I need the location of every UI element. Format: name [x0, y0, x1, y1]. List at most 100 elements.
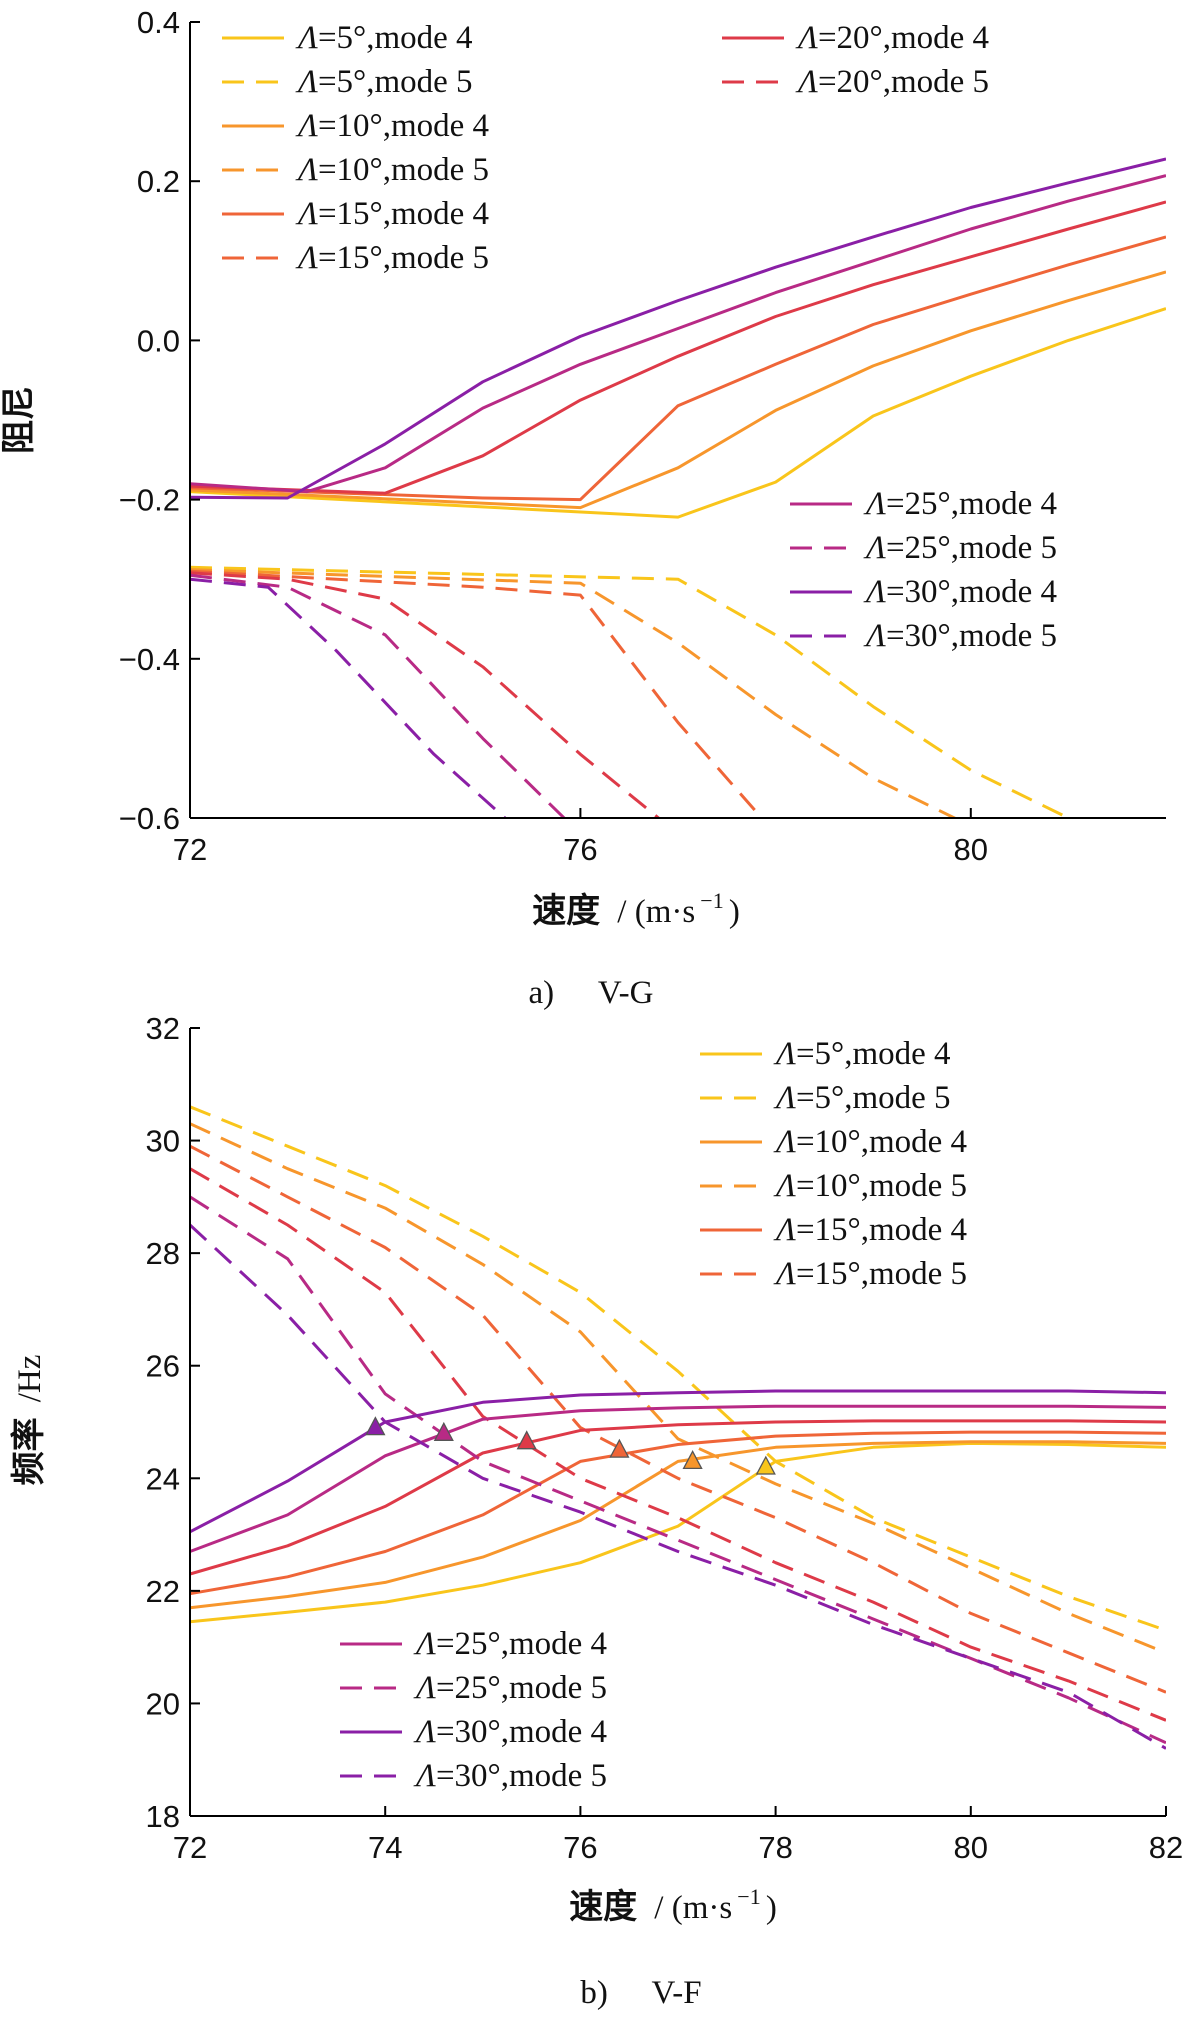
chart-b-ticks: 72 74 76 78 80 82 32 30 28 26 24 22 20 18: [146, 1011, 1184, 1865]
chart-b-legend-label: Λ=10°,mode 5: [773, 1168, 967, 1204]
chart-b-markers: [365, 1416, 776, 1475]
chart-b-series-25-mode4: [189, 1404, 1166, 1553]
chart-b-series-5-mode5: [189, 1105, 1166, 1632]
chart-a-legend-label: Λ=15°,mode 4: [295, 196, 489, 232]
chart-b-y-label: 频率 /Hz: [9, 1355, 49, 1486]
chart-a-series-20-mode5: [189, 571, 661, 818]
chart-b-flutter-marker-25: [433, 1421, 454, 1441]
chart-b-ytick-label: 24: [146, 1461, 180, 1496]
chart-a-series-10-mode5: [189, 568, 958, 818]
chart-b-legend-label: Λ=30°,mode 4: [413, 1714, 607, 1750]
chart-a-series-20-mode4: [189, 200, 1166, 495]
chart-b-legend-label: Λ=5°,mode 5: [773, 1080, 951, 1116]
chart-b-x-label: 速度 / (m·s −1 ): [569, 1884, 777, 1927]
chart-a-series-30-mode5: [189, 577, 508, 818]
chart-b-xtick-label: 78: [758, 1830, 792, 1865]
chart-a-ytick-label: 0.0: [137, 323, 180, 358]
chart-b-legend-bottom-left: Λ=25°,mode 4 Λ=25°,mode 5 Λ=30°,mode 4 Λ=30…: [340, 1626, 607, 1794]
chart-a-ytick-label: −0.2: [119, 483, 180, 518]
chart-a-legend-top-center: Λ=20°,mode 4 Λ=20°,mode 5: [722, 20, 989, 100]
chart-a-legend-label: Λ=30°,mode 4: [863, 574, 1057, 610]
chart-b-series-25-mode5: [189, 1195, 1166, 1745]
chart-a-legends: Λ=5°,mode 4 Λ=5°,mode 5 Λ=10°,mode 4 Λ=10°,…: [222, 20, 1057, 654]
chart-b-x-label-sup: −1: [737, 1884, 760, 1909]
chart-b-xtick-label: 80: [954, 1830, 988, 1865]
chart-a-legend-label: Λ=10°,mode 4: [295, 108, 489, 144]
chart-b-series-10-mode4: [189, 1440, 1166, 1610]
chart-b-ytick-label: 22: [146, 1574, 180, 1609]
chart-b-flutter-marker-5: [755, 1455, 776, 1475]
chart-a-legend-label: Λ=20°,mode 5: [795, 64, 989, 100]
chart-b-xtick-label: 76: [563, 1830, 597, 1865]
chart-a-series-5-mode5: [189, 565, 1075, 818]
chart-a-legend-label: Λ=5°,mode 5: [295, 64, 473, 100]
chart-a-legend-label: Λ=20°,mode 4: [795, 20, 989, 56]
chart-a-legend-label: Λ=30°,mode 5: [863, 618, 1057, 654]
chart-a-caption-letter: a): [529, 975, 555, 1011]
chart-b-y-label-main: 频率: [9, 1417, 49, 1485]
chart-b-caption-text: V-F: [652, 1975, 702, 2011]
chart-b-ytick-label: 30: [146, 1124, 180, 1159]
chart-b-legend-label: Λ=10°,mode 4: [773, 1124, 967, 1160]
chart-a-xtick-label: 80: [954, 832, 988, 867]
chart-a-y-label: 阻尼: [0, 386, 39, 454]
chart-b-series-5-mode4: [189, 1441, 1166, 1624]
chart-a-x-label-close: ): [729, 894, 740, 930]
chart-a-series-25-mode5: [189, 573, 567, 818]
chart-a-ytick-label: −0.4: [119, 642, 180, 677]
chart-a-legend-label: Λ=5°,mode 4: [295, 20, 473, 56]
chart-a-caption-text: V-G: [598, 975, 654, 1011]
chart-a-series-layer: [189, 157, 1166, 818]
chart-b-series-layer: [188, 1105, 1166, 1750]
chart-b-legend-label: Λ=5°,mode 4: [773, 1036, 951, 1072]
chart-b-xtick-label: 74: [368, 1830, 402, 1865]
chart-a-x-label-unit: / (m·s: [617, 894, 695, 930]
chart-a-series-10-mode4: [189, 270, 1166, 510]
chart-b-flutter-marker-30: [365, 1416, 386, 1436]
chart-b-vf: 72 74 76 78 80 82 32 30 28 26 24 22 20 18 Λ=5°,mode 4…: [9, 1011, 1183, 2011]
chart-a-series-15-mode5: [189, 569, 764, 818]
chart-b-legends: Λ=5°,mode 4 Λ=5°,mode 5 Λ=10°,mode 4 Λ=10°,…: [340, 1036, 967, 1794]
chart-a-ytick-label: 0.4: [137, 5, 180, 40]
chart-b-series-10-mode5: [189, 1122, 1166, 1655]
chart-b-xtick-label: 72: [173, 1830, 207, 1865]
chart-b-legend-label: Λ=15°,mode 5: [773, 1256, 967, 1292]
chart-a-x-label-sup: −1: [700, 888, 723, 913]
chart-b-x-label-main: 速度: [569, 1887, 637, 1927]
chart-a-xtick-label: 72: [173, 832, 207, 867]
chart-a-series-5-mode4: [189, 307, 1166, 519]
chart-a-ytick-label: −0.6: [119, 801, 180, 836]
chart-a-legend-middle-right: Λ=25°,mode 4 Λ=25°,mode 5 Λ=30°,mode 4 Λ=30…: [790, 486, 1057, 654]
chart-b-ytick-label: 20: [146, 1686, 180, 1721]
chart-a-xtick-label: 76: [563, 832, 597, 867]
chart-b-ytick-label: 32: [146, 1011, 180, 1046]
chart-b-flutter-marker-15: [609, 1438, 630, 1458]
chart-b-xtick-label: 82: [1149, 1830, 1183, 1865]
chart-a-legend-label: Λ=15°,mode 5: [295, 240, 489, 276]
chart-a-vg: 72 76 800.40.20.0−0.2−0.4−0.6 Λ=5°,mode 4Λ…: [0, 5, 1166, 1011]
chart-a-caption: a) V-G: [529, 975, 654, 1011]
chart-a-series-15-mode4: [189, 235, 1166, 502]
chart-b-series-15-mode5: [189, 1144, 1166, 1694]
chart-a-series-30-mode4: [189, 157, 1166, 500]
chart-b-legend-top-right: Λ=5°,mode 4 Λ=5°,mode 5 Λ=10°,mode 4 Λ=10°,…: [700, 1036, 967, 1292]
chart-b-x-label-unit: / (m·s: [654, 1890, 732, 1926]
chart-b-x-label-close: ): [766, 1890, 777, 1926]
chart-b-flutter-marker-10: [682, 1450, 703, 1470]
chart-a-legend-label: Λ=25°,mode 4: [863, 486, 1057, 522]
chart-a-x-label-main: 速度: [532, 891, 600, 931]
chart-b-ytick-label: 18: [146, 1799, 180, 1834]
chart-b-series-30-mode4: [189, 1389, 1166, 1534]
chart-b-series-30-mode5: [188, 1223, 1166, 1750]
chart-a-legend-label: Λ=10°,mode 5: [295, 152, 489, 188]
chart-a-ticks: 72 76 80 0.4 0.2 0.0 −0.2 −0.4 −0.6: [119, 5, 988, 867]
chart-b-ytick-label: 26: [146, 1349, 180, 1384]
chart-b-legend-label: Λ=25°,mode 4: [413, 1626, 607, 1662]
chart-b-caption: b) V-F: [580, 1975, 701, 2011]
chart-b-legend-label: Λ=30°,mode 5: [413, 1758, 607, 1794]
chart-a-ytick-label: 0.2: [137, 164, 180, 199]
chart-a-legend-label: Λ=25°,mode 5: [863, 530, 1057, 566]
chart-b-series-20-mode5: [189, 1167, 1166, 1722]
chart-a-legend-top-left: Λ=5°,mode 4 Λ=5°,mode 5 Λ=10°,mode 4 Λ=10°,…: [222, 20, 489, 276]
